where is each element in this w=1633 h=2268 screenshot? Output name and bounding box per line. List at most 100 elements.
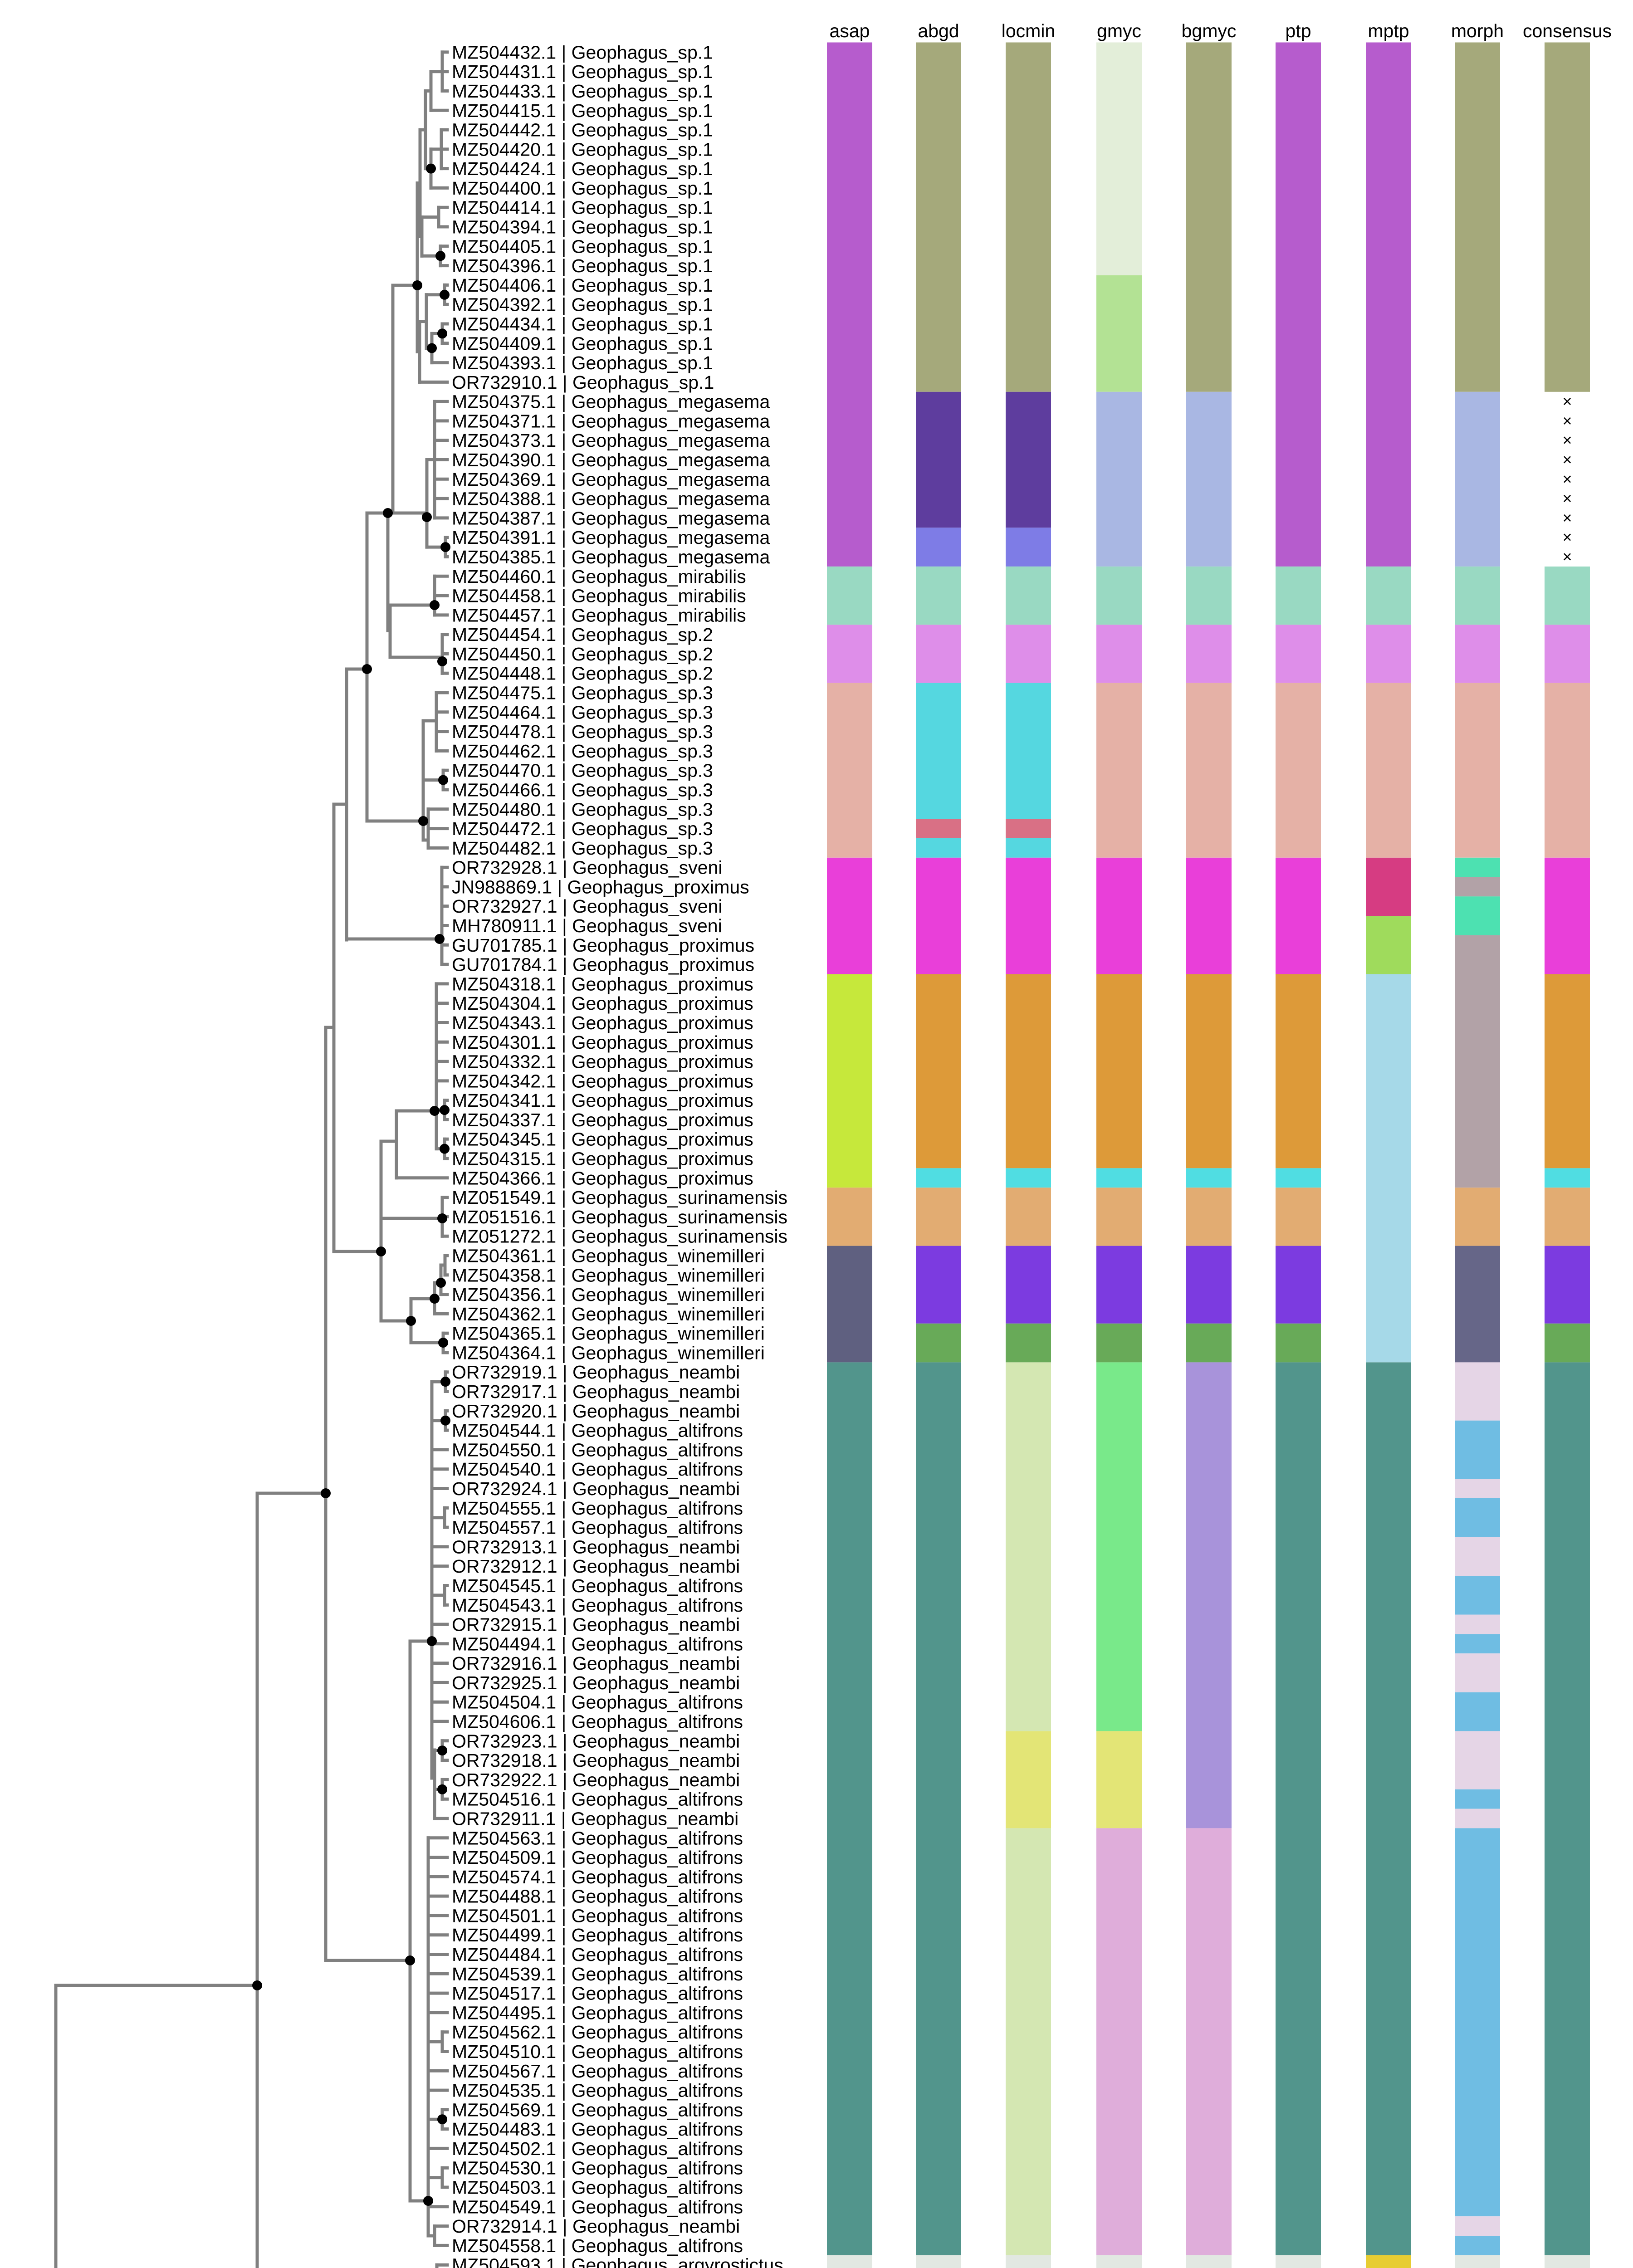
svg-text:MZ504457.1 | Geophagus_mirabil: MZ504457.1 | Geophagus_mirabilis [452,605,746,626]
svg-text:OR732912.1 | Geophagus_neambi: OR732912.1 | Geophagus_neambi [452,1556,740,1577]
svg-text:MZ504458.1 | Geophagus_mirabil: MZ504458.1 | Geophagus_mirabilis [452,586,746,606]
svg-text:MZ051516.1 | Geophagus_surinam: MZ051516.1 | Geophagus_surinamensis [452,1207,787,1227]
svg-text:OR732918.1 | Geophagus_neambi: OR732918.1 | Geophagus_neambi [452,1750,740,1771]
svg-text:MZ504337.1 | Geophagus_proximu: MZ504337.1 | Geophagus_proximus [452,1110,753,1130]
svg-text:MZ504464.1 | Geophagus_sp.3: MZ504464.1 | Geophagus_sp.3 [452,702,713,723]
svg-text:MZ504400.1 | Geophagus_sp.1: MZ504400.1 | Geophagus_sp.1 [452,178,713,199]
svg-text:MZ504375.1 | Geophagus_megasem: MZ504375.1 | Geophagus_megasema [452,391,770,412]
svg-text:MZ504502.1 | Geophagus_altifro: MZ504502.1 | Geophagus_altifrons [452,2138,743,2159]
svg-text:OR732916.1 | Geophagus_neambi: OR732916.1 | Geophagus_neambi [452,1653,740,1674]
svg-text:OR732924.1 | Geophagus_neambi: OR732924.1 | Geophagus_neambi [452,1478,740,1499]
svg-text:MZ504406.1 | Geophagus_sp.1: MZ504406.1 | Geophagus_sp.1 [452,275,713,296]
svg-text:MZ504545.1 | Geophagus_altifro: MZ504545.1 | Geophagus_altifrons [452,1575,743,1596]
svg-text:MZ504392.1 | Geophagus_sp.1: MZ504392.1 | Geophagus_sp.1 [452,294,713,315]
svg-text:MZ504504.1 | Geophagus_altifro: MZ504504.1 | Geophagus_altifrons [452,1692,743,1713]
svg-text:MZ504484.1 | Geophagus_altifro: MZ504484.1 | Geophagus_altifrons [452,1944,743,1965]
svg-text:MZ504593.1 | Geophagus_argyros: MZ504593.1 | Geophagus_argyrostictus [452,2255,783,2268]
svg-text:MZ504472.1 | Geophagus_sp.3: MZ504472.1 | Geophagus_sp.3 [452,818,713,839]
svg-text:OR732927.1 | Geophagus_sveni: OR732927.1 | Geophagus_sveni [452,896,722,917]
svg-text:MZ504345.1 | Geophagus_proximu: MZ504345.1 | Geophagus_proximus [452,1129,753,1150]
svg-text:MZ504420.1 | Geophagus_sp.1: MZ504420.1 | Geophagus_sp.1 [452,139,713,160]
svg-text:MZ504516.1 | Geophagus_altifro: MZ504516.1 | Geophagus_altifrons [452,1789,743,1810]
svg-text:OR732922.1 | Geophagus_neambi: OR732922.1 | Geophagus_neambi [452,1769,740,1790]
svg-text:MZ504454.1 | Geophagus_sp.2: MZ504454.1 | Geophagus_sp.2 [452,624,713,645]
svg-text:MZ504569.1 | Geophagus_altifro: MZ504569.1 | Geophagus_altifrons [452,2099,743,2120]
svg-text:OR732928.1 | Geophagus_sveni: OR732928.1 | Geophagus_sveni [452,857,722,878]
svg-text:×: × [1562,547,1572,566]
svg-text:×: × [1562,450,1572,469]
svg-text:MZ504462.1 | Geophagus_sp.3: MZ504462.1 | Geophagus_sp.3 [452,741,713,762]
svg-text:MZ504385.1 | Geophagus_megasem: MZ504385.1 | Geophagus_megasema [452,547,770,567]
svg-text:MZ504315.1 | Geophagus_proximu: MZ504315.1 | Geophagus_proximus [452,1149,753,1169]
svg-text:JN988869.1 | Geophagus_proximu: JN988869.1 | Geophagus_proximus [452,877,749,898]
svg-text:MZ504530.1 | Geophagus_altifro: MZ504530.1 | Geophagus_altifrons [452,2158,743,2179]
svg-text:MZ504574.1 | Geophagus_altifro: MZ504574.1 | Geophagus_altifrons [452,1867,743,1887]
svg-text:MZ504549.1 | Geophagus_altifro: MZ504549.1 | Geophagus_altifrons [452,2196,743,2217]
svg-text:mptp: mptp [1368,20,1409,41]
svg-text:MZ504358.1 | Geophagus_winemil: MZ504358.1 | Geophagus_winemilleri [452,1265,765,1286]
svg-text:×: × [1562,489,1572,508]
svg-text:MZ504555.1 | Geophagus_altifro: MZ504555.1 | Geophagus_altifrons [452,1498,743,1519]
svg-text:GU701785.1 | Geophagus_proximu: GU701785.1 | Geophagus_proximus [452,935,754,956]
svg-text:MZ504431.1 | Geophagus_sp.1: MZ504431.1 | Geophagus_sp.1 [452,61,713,82]
svg-text:OR732913.1 | Geophagus_neambi: OR732913.1 | Geophagus_neambi [452,1536,740,1557]
svg-text:MZ504499.1 | Geophagus_altifro: MZ504499.1 | Geophagus_altifrons [452,1925,743,1945]
svg-text:MZ504394.1 | Geophagus_sp.1: MZ504394.1 | Geophagus_sp.1 [452,217,713,238]
svg-text:MZ504304.1 | Geophagus_proximu: MZ504304.1 | Geophagus_proximus [452,993,753,1014]
svg-text:×: × [1562,411,1572,430]
svg-text:bgmyc: bgmyc [1182,20,1237,41]
svg-text:GU701784.1 | Geophagus_proximu: GU701784.1 | Geophagus_proximus [452,954,754,975]
svg-text:locmin: locmin [1002,20,1055,41]
svg-text:OR732911.1 | Geophagus_neambi: OR732911.1 | Geophagus_neambi [452,1809,738,1829]
svg-text:×: × [1562,528,1572,547]
svg-text:OR732920.1 | Geophagus_neambi: OR732920.1 | Geophagus_neambi [452,1401,740,1422]
svg-text:MZ504478.1 | Geophagus_sp.3: MZ504478.1 | Geophagus_sp.3 [452,721,713,742]
svg-text:MZ504540.1 | Geophagus_altifro: MZ504540.1 | Geophagus_altifrons [452,1459,743,1480]
svg-text:OR732914.1 | Geophagus_neambi: OR732914.1 | Geophagus_neambi [452,2216,740,2237]
svg-text:OR732910.1 | Geophagus_sp.1: OR732910.1 | Geophagus_sp.1 [452,372,714,393]
svg-text:MZ504409.1 | Geophagus_sp.1: MZ504409.1 | Geophagus_sp.1 [452,333,713,354]
svg-text:MZ504503.1 | Geophagus_altifro: MZ504503.1 | Geophagus_altifrons [452,2177,743,2198]
svg-text:MZ504390.1 | Geophagus_megasem: MZ504390.1 | Geophagus_megasema [452,450,770,470]
svg-text:consensus: consensus [1523,20,1612,41]
svg-text:MZ504557.1 | Geophagus_altifro: MZ504557.1 | Geophagus_altifrons [452,1517,743,1538]
svg-text:MZ504424.1 | Geophagus_sp.1: MZ504424.1 | Geophagus_sp.1 [452,158,713,179]
svg-text:MZ504356.1 | Geophagus_winemil: MZ504356.1 | Geophagus_winemilleri [452,1284,765,1305]
svg-text:MZ504393.1 | Geophagus_sp.1: MZ504393.1 | Geophagus_sp.1 [452,352,713,373]
svg-text:MZ504562.1 | Geophagus_altifro: MZ504562.1 | Geophagus_altifrons [452,2022,743,2043]
svg-text:MZ504366.1 | Geophagus_proximu: MZ504366.1 | Geophagus_proximus [452,1168,753,1188]
svg-text:MZ504543.1 | Geophagus_altifro: MZ504543.1 | Geophagus_altifrons [452,1595,743,1616]
svg-text:MZ504361.1 | Geophagus_winemil: MZ504361.1 | Geophagus_winemilleri [452,1246,765,1266]
svg-text:MZ504535.1 | Geophagus_altifro: MZ504535.1 | Geophagus_altifrons [452,2080,743,2101]
svg-text:MZ051272.1 | Geophagus_surinam: MZ051272.1 | Geophagus_surinamensis [452,1226,787,1247]
svg-text:MZ504341.1 | Geophagus_proximu: MZ504341.1 | Geophagus_proximus [452,1090,753,1111]
svg-text:MZ504466.1 | Geophagus_sp.3: MZ504466.1 | Geophagus_sp.3 [452,780,713,801]
svg-text:MZ504460.1 | Geophagus_mirabil: MZ504460.1 | Geophagus_mirabilis [452,566,746,587]
svg-text:×: × [1562,469,1572,488]
svg-text:MZ504495.1 | Geophagus_altifro: MZ504495.1 | Geophagus_altifrons [452,2002,743,2023]
svg-text:MZ504558.1 | Geophagus_altifro: MZ504558.1 | Geophagus_altifrons [452,2235,743,2256]
svg-text:MZ504488.1 | Geophagus_altifro: MZ504488.1 | Geophagus_altifrons [452,1886,743,1907]
svg-text:MZ504606.1 | Geophagus_altifro: MZ504606.1 | Geophagus_altifrons [452,1711,743,1732]
svg-text:MZ504563.1 | Geophagus_altifro: MZ504563.1 | Geophagus_altifrons [452,1828,743,1848]
svg-text:MZ504362.1 | Geophagus_winemil: MZ504362.1 | Geophagus_winemilleri [452,1304,765,1325]
svg-text:MZ504388.1 | Geophagus_megasem: MZ504388.1 | Geophagus_megasema [452,489,770,509]
svg-text:MZ504480.1 | Geophagus_sp.3: MZ504480.1 | Geophagus_sp.3 [452,799,713,820]
svg-text:MZ504318.1 | Geophagus_proximu: MZ504318.1 | Geophagus_proximus [452,973,753,994]
svg-text:MZ504391.1 | Geophagus_megasem: MZ504391.1 | Geophagus_megasema [452,527,770,548]
svg-text:OR732917.1 | Geophagus_neambi: OR732917.1 | Geophagus_neambi [452,1381,740,1402]
svg-text:MZ504433.1 | Geophagus_sp.1: MZ504433.1 | Geophagus_sp.1 [452,81,713,102]
svg-text:OR732919.1 | Geophagus_neambi: OR732919.1 | Geophagus_neambi [452,1362,740,1383]
svg-text:MZ504369.1 | Geophagus_megasem: MZ504369.1 | Geophagus_megasema [452,469,770,490]
svg-text:MZ504544.1 | Geophagus_altifro: MZ504544.1 | Geophagus_altifrons [452,1420,743,1441]
svg-text:MZ504483.1 | Geophagus_altifro: MZ504483.1 | Geophagus_altifrons [452,2119,743,2140]
svg-text:MZ504448.1 | Geophagus_sp.2: MZ504448.1 | Geophagus_sp.2 [452,663,713,684]
svg-text:MZ504442.1 | Geophagus_sp.1: MZ504442.1 | Geophagus_sp.1 [452,120,713,141]
svg-text:MZ504415.1 | Geophagus_sp.1: MZ504415.1 | Geophagus_sp.1 [452,100,713,121]
svg-text:×: × [1562,431,1572,450]
svg-text:MZ504434.1 | Geophagus_sp.1: MZ504434.1 | Geophagus_sp.1 [452,314,713,335]
svg-text:×: × [1562,508,1572,527]
svg-text:MH780911.1 | Geophagus_sveni: MH780911.1 | Geophagus_sveni [452,915,722,936]
svg-text:MZ504387.1 | Geophagus_megasem: MZ504387.1 | Geophagus_megasema [452,508,770,528]
svg-text:asap: asap [830,20,870,41]
